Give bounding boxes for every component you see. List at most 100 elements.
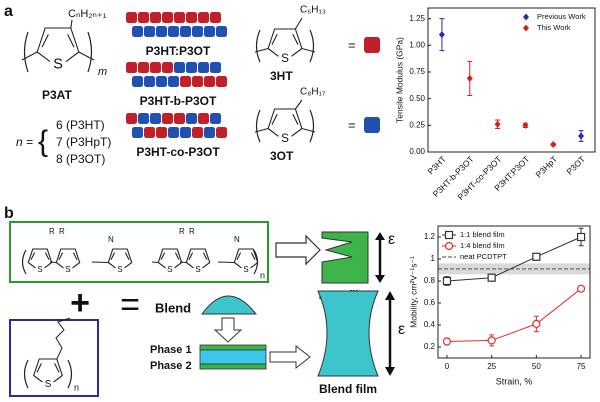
neat-film [321,231,369,284]
block [126,12,137,23]
marker [442,276,452,286]
marker [522,121,529,129]
block [126,62,137,73]
legend-label: This Work [537,23,571,32]
atom: R [59,227,65,236]
y-tick-label: 1.25 [409,14,425,23]
block [204,26,215,37]
plot-frame [427,7,596,153]
marker [532,252,541,261]
block [192,76,203,87]
ring [27,248,53,269]
atom: S [243,265,249,274]
n-option: 6 (P3HT) [56,118,105,132]
atom: S [167,265,173,274]
x-tick-label: 75 [577,362,586,371]
ring [267,108,303,137]
block-3ht [364,37,380,53]
bracket [87,31,93,73]
blend-drop [201,295,258,315]
atom: S [281,52,289,65]
block [204,127,215,138]
block [198,113,209,124]
y-tick-label: 0.00 [409,147,425,156]
marker [487,336,496,345]
marker [466,74,473,82]
y-tick-label: 1.00 [409,40,425,49]
arrowheads [385,291,395,376]
legend-label: 1:1 blend film [460,230,505,239]
legend-label: 1:4 blend film [460,241,505,250]
ring [157,248,183,269]
side-chain: C₆H₁₃ [300,5,326,16]
monomer-name: 3OT [270,149,294,163]
marker [532,319,541,328]
marker [442,337,452,346]
series-line [446,236,582,282]
block-3ot [364,117,380,133]
atom: R [189,227,195,236]
atom: R [49,227,55,236]
block [162,113,173,124]
bond [294,99,303,110]
block [150,113,161,124]
block [168,26,179,37]
atom: S [37,265,43,274]
y-tick-label: 0.6 [424,298,436,307]
block [216,76,227,87]
block [174,12,185,23]
x-tick-label: P3HpT [533,154,559,180]
side-chain: C₈H₁₇ [300,87,326,98]
atom: S [117,265,123,274]
bracket [309,29,315,63]
plot-frame [437,225,591,359]
block [192,127,203,138]
ring [233,248,259,269]
block [216,26,227,37]
y-tick-label: 0.4 [424,320,436,329]
bond [49,261,57,264]
atom: S [195,265,201,274]
bracket [255,29,261,63]
block [132,76,143,87]
atom: S [45,379,52,390]
block [198,12,209,23]
block [144,127,155,138]
monomer-name: 3HT [270,69,293,83]
block [126,113,137,124]
marker [578,132,585,140]
legend-label: neat PCDTPT [460,252,507,261]
legend-marker [523,24,529,32]
marker [487,273,496,282]
block [156,76,167,87]
phase-layer [199,363,267,370]
x-tick-label: 25 [487,362,496,371]
film-label: Blend film [319,382,377,396]
atom: S [53,57,63,73]
atom: n [74,382,79,392]
bracket [23,359,29,389]
strain-symbol: ε [388,231,395,248]
block [180,26,191,37]
strain-symbol: ε [398,321,405,338]
block [138,62,149,73]
marker [438,31,445,39]
block [168,127,179,138]
n-option: 8 (P3OT) [56,152,105,166]
block [132,26,143,37]
atom: N [108,235,114,244]
y-tick-label: 1.2 [424,232,436,241]
blend-label: Blend [155,300,191,315]
marker [550,141,557,149]
x-tick-label: P3HT [425,154,447,176]
block [180,127,191,138]
y-tick-label: 0.8 [424,276,436,285]
bracket [67,359,73,389]
block [210,113,221,124]
y-tick-label: 1 [431,254,436,263]
block [192,26,203,37]
bond [151,261,159,264]
block [210,12,221,23]
block [216,127,227,138]
